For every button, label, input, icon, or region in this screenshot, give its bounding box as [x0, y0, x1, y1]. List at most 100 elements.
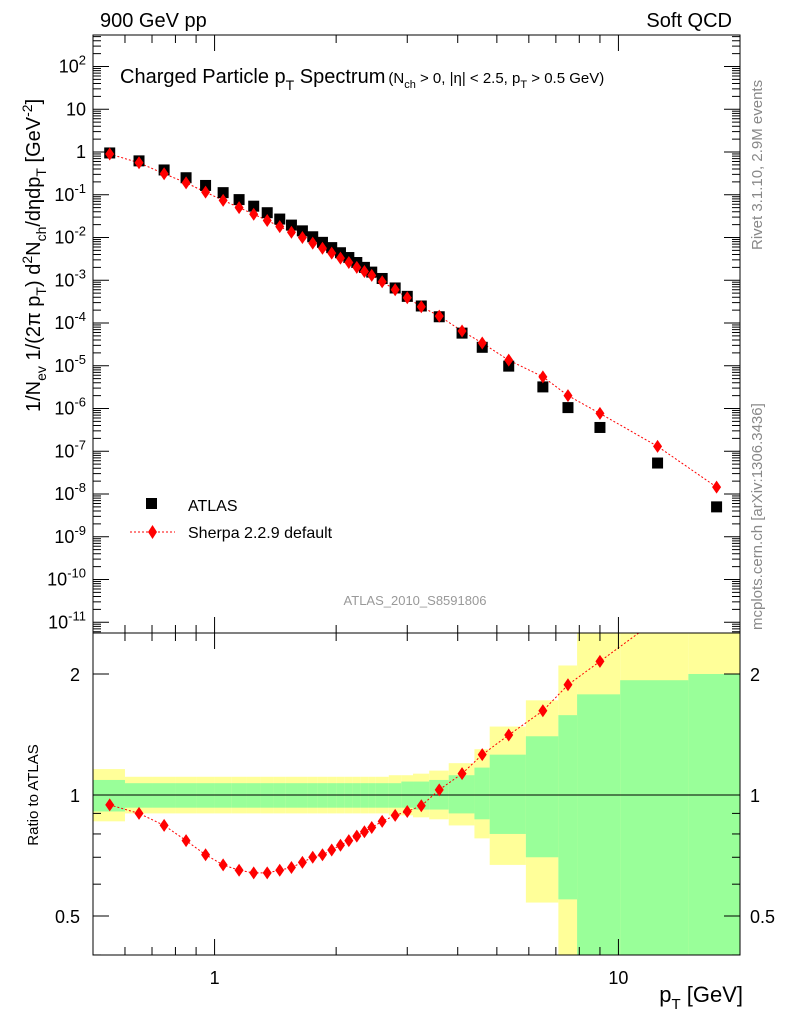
ratio-y-tick-label: 1 [70, 786, 80, 806]
sherpa-point [563, 389, 573, 403]
ratio-sherpa-point [308, 850, 318, 864]
ratio-sherpa-point [504, 728, 514, 742]
ratio-sherpa-point [367, 821, 377, 835]
legend-sherpa-label: Sherpa 2.2.9 default [188, 525, 333, 542]
sherpa-point [159, 167, 169, 181]
ratio-sherpa-point [390, 808, 400, 822]
green-band-bin [448, 775, 475, 814]
ratio-sherpa-point [344, 834, 354, 848]
ratio-sherpa-point [359, 825, 369, 839]
y-tick-label: 10-11 [48, 608, 86, 632]
ratio-sherpa-point [201, 848, 211, 862]
sherpa-point [134, 156, 144, 170]
ratio-y-tick-label: 2 [70, 665, 80, 685]
ratio-sherpa-point [218, 858, 228, 872]
legend-atlas-marker [146, 498, 157, 509]
y-tick-label: 10-9 [54, 523, 86, 547]
ratio-sherpa-point [317, 848, 327, 862]
y-tick-label: 10-10 [47, 566, 86, 590]
green-band-bin [525, 736, 559, 858]
collision-label: 900 GeV pp [100, 10, 207, 32]
atlas-point [285, 219, 297, 231]
sherpa-point [308, 236, 318, 250]
atlas-point [652, 457, 664, 469]
atlas-point [200, 179, 212, 191]
sherpa-point [434, 309, 444, 323]
ratio-sherpa-point [105, 798, 115, 812]
y-tick-label: 10-2 [54, 224, 86, 248]
sherpa-point [181, 176, 191, 190]
sherpa-point [327, 246, 337, 260]
ratio-sherpa-point [262, 866, 272, 880]
sherpa-point [297, 231, 307, 244]
sherpa-point [477, 336, 487, 350]
ratio-uncertainty-bands [93, 633, 740, 955]
xlabel-unit: [GeV] [681, 982, 743, 1007]
main-data-marks [104, 147, 723, 513]
green-band-bin [688, 674, 740, 955]
xlabel-p: p [659, 982, 671, 1007]
sherpa-point [377, 275, 387, 289]
ratio-sherpa-point [416, 799, 426, 813]
legend-atlas-label: ATLAS [188, 498, 238, 515]
main-title: Charged Particle pT Spectrum (Nch > 0, |η… [120, 66, 604, 93]
analysis-id: ATLAS_2010_S8591806 [344, 593, 487, 608]
main-y-tick-labels: 10-1110-1010-910-810-710-610-510-410-310… [47, 53, 86, 633]
main-title-cuts-sub: ch [404, 79, 416, 91]
sherpa-point [317, 241, 327, 255]
ratio-y-axis-label: Ratio to ATLAS [25, 744, 42, 845]
sherpa-point [275, 220, 285, 234]
sherpa-point [457, 324, 467, 338]
main-frame [92, 34, 741, 634]
sherpa-point [367, 268, 377, 282]
ylabel-part7: ] [23, 99, 45, 105]
ratio-sherpa-point [234, 863, 244, 877]
ylabel-sup2: -2 [19, 104, 35, 117]
xlabel-sub: T [671, 996, 680, 1013]
ylabel-sub4: T [33, 168, 49, 177]
sherpa-point [402, 291, 412, 305]
sherpa-point [344, 256, 354, 270]
ylabel-part1: 1/N [23, 381, 45, 412]
sherpa-point [359, 265, 369, 279]
ratio-sherpa-point [159, 818, 169, 832]
ylabel-sub2: T [33, 287, 49, 296]
ratio-y-tick-label-right: 1 [750, 786, 760, 806]
y-tick-label: 10-3 [54, 266, 86, 290]
sherpa-point [712, 480, 722, 494]
ratio-sherpa-point [181, 834, 191, 848]
sherpa-point [105, 147, 115, 161]
mcplots-label: mcplots.cern.ch [arXiv:1306.3436] [749, 403, 766, 630]
sherpa-point [201, 185, 211, 199]
green-band-bin [489, 754, 526, 834]
atlas-point [594, 421, 606, 433]
x-axis-label: pT [GeV] [659, 982, 743, 1013]
ratio-sherpa-point [538, 704, 548, 718]
main-panel: 10-1110-1010-910-810-710-610-510-410-310… [19, 34, 741, 634]
sherpa-point [653, 439, 663, 453]
ratio-frame [92, 632, 741, 956]
ratio-y-tick-label: 0.5 [55, 907, 80, 927]
sherpa-point [416, 300, 426, 314]
ratio-sherpa-point [477, 748, 487, 762]
x-tick-label: 10 [608, 968, 628, 988]
ratio-sherpa-point [377, 814, 387, 828]
y-tick-label: 10-4 [54, 309, 86, 333]
ratio-data-marks [105, 632, 639, 880]
sherpa-point [234, 201, 244, 215]
ratio-sherpa-point [249, 866, 259, 880]
atlas-point [711, 501, 723, 513]
sherpa-point [390, 283, 400, 297]
y-tick-label: 1 [76, 142, 86, 162]
main-title-cuts-sub2: T [520, 79, 527, 91]
sherpa-point [335, 251, 345, 265]
ratio-sherpa-point [327, 843, 337, 857]
ylabel-sub1: ev [33, 366, 49, 381]
main-axis-ticks [92, 35, 741, 633]
sherpa-point [595, 406, 605, 420]
sherpa-point [504, 353, 514, 367]
ylabel-part4: N [23, 241, 45, 255]
main-y-axis-label: 1/Nev 1/(2π pT) d2Nch/dηdpT [GeV-2] [19, 99, 49, 412]
legend-sherpa-marker [148, 525, 157, 539]
